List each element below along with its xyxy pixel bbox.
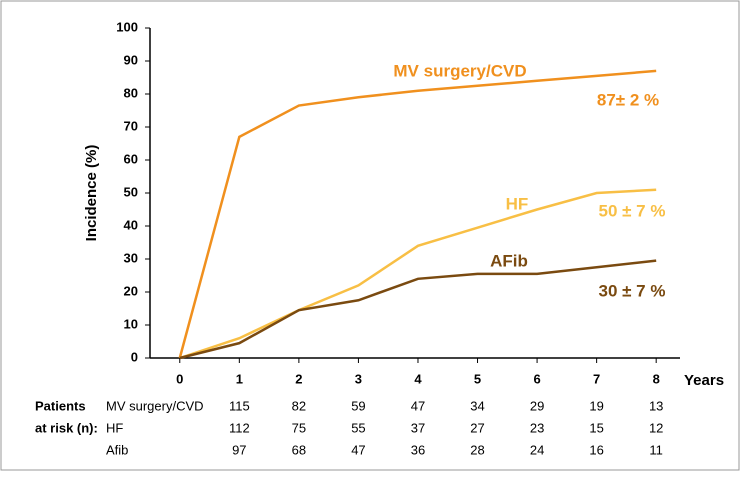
x-tick-label: 0 [176,371,183,386]
risk-value: 28 [470,442,484,457]
y-tick-label: 60 [124,151,138,166]
risk-value: 47 [411,398,425,413]
line [179,188,657,360]
risk-value: 24 [530,442,544,457]
x-tick-label: 6 [533,371,540,386]
risk-row-name: MV surgery/CVD [106,398,204,413]
end-label: 50 ± 7 % [599,201,666,220]
y-tick-label: 100 [116,19,138,34]
risk-row-name: Afib [106,442,128,457]
risk-value: 97 [232,442,246,457]
x-tick-label: 2 [295,371,302,386]
risk-value: 37 [411,420,425,435]
end-label: 87± 2 % [597,90,659,109]
risk-value: 27 [470,420,484,435]
risk-value: 59 [351,398,365,413]
risk-value: 23 [530,420,544,435]
x-tick-label: 5 [474,371,481,386]
risk-value: 115 [229,398,250,413]
risk-header: at risk (n): [35,420,98,435]
risk-value: 82 [292,398,306,413]
series-label: HF [506,194,529,213]
line [179,259,657,360]
risk-value: 68 [292,442,306,457]
y-tick-label: 70 [124,118,138,133]
risk-value: 47 [351,442,365,457]
y-tick-label: 10 [124,316,138,331]
risk-value: 19 [589,398,603,413]
x-tick-label: 4 [414,371,422,386]
risk-value: 13 [649,398,663,413]
risk-row-name: HF [106,420,123,435]
risk-value: 34 [470,398,484,413]
y-tick-label: 50 [124,184,138,199]
x-tick-label: 3 [355,371,362,386]
risk-value: 16 [589,442,603,457]
risk-header: Patients [35,398,86,413]
end-label: 30 ± 7 % [599,281,666,300]
y-tick-label: 30 [124,250,138,265]
series-label: AFib [490,251,528,270]
y-tick-label: 20 [124,283,138,298]
y-tick-label: 40 [124,217,138,232]
y-tick-label: 90 [124,52,138,67]
risk-value: 12 [649,420,663,435]
risk-value: 75 [292,420,306,435]
x-tick-label: 1 [236,371,243,386]
risk-value: 29 [530,398,544,413]
y-tick-label: 80 [124,85,138,100]
series-label: MV surgery/CVD [393,61,526,80]
risk-value: 36 [411,442,425,457]
x-tick-label: 8 [653,371,660,386]
y-tick-label: 0 [131,349,138,364]
risk-value: 11 [649,442,663,457]
x-tick-label: 7 [593,371,600,386]
x-axis-label: Years [684,372,724,389]
risk-value: 112 [229,420,250,435]
frame [0,0,740,471]
risk-value: 15 [589,420,603,435]
line [178,69,657,359]
risk-value: 55 [351,420,365,435]
y-axis-label: Incidence (%) [83,145,100,242]
